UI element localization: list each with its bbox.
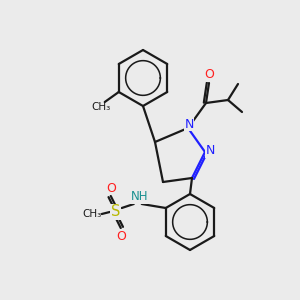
- Text: CH₃: CH₃: [82, 209, 101, 219]
- Text: N: N: [205, 145, 215, 158]
- Text: O: O: [116, 230, 126, 242]
- Text: O: O: [204, 68, 214, 82]
- Text: NH: NH: [131, 190, 148, 203]
- Text: S: S: [111, 205, 120, 220]
- Text: O: O: [106, 182, 116, 194]
- Text: CH₃: CH₃: [91, 102, 110, 112]
- Text: N: N: [184, 118, 194, 130]
